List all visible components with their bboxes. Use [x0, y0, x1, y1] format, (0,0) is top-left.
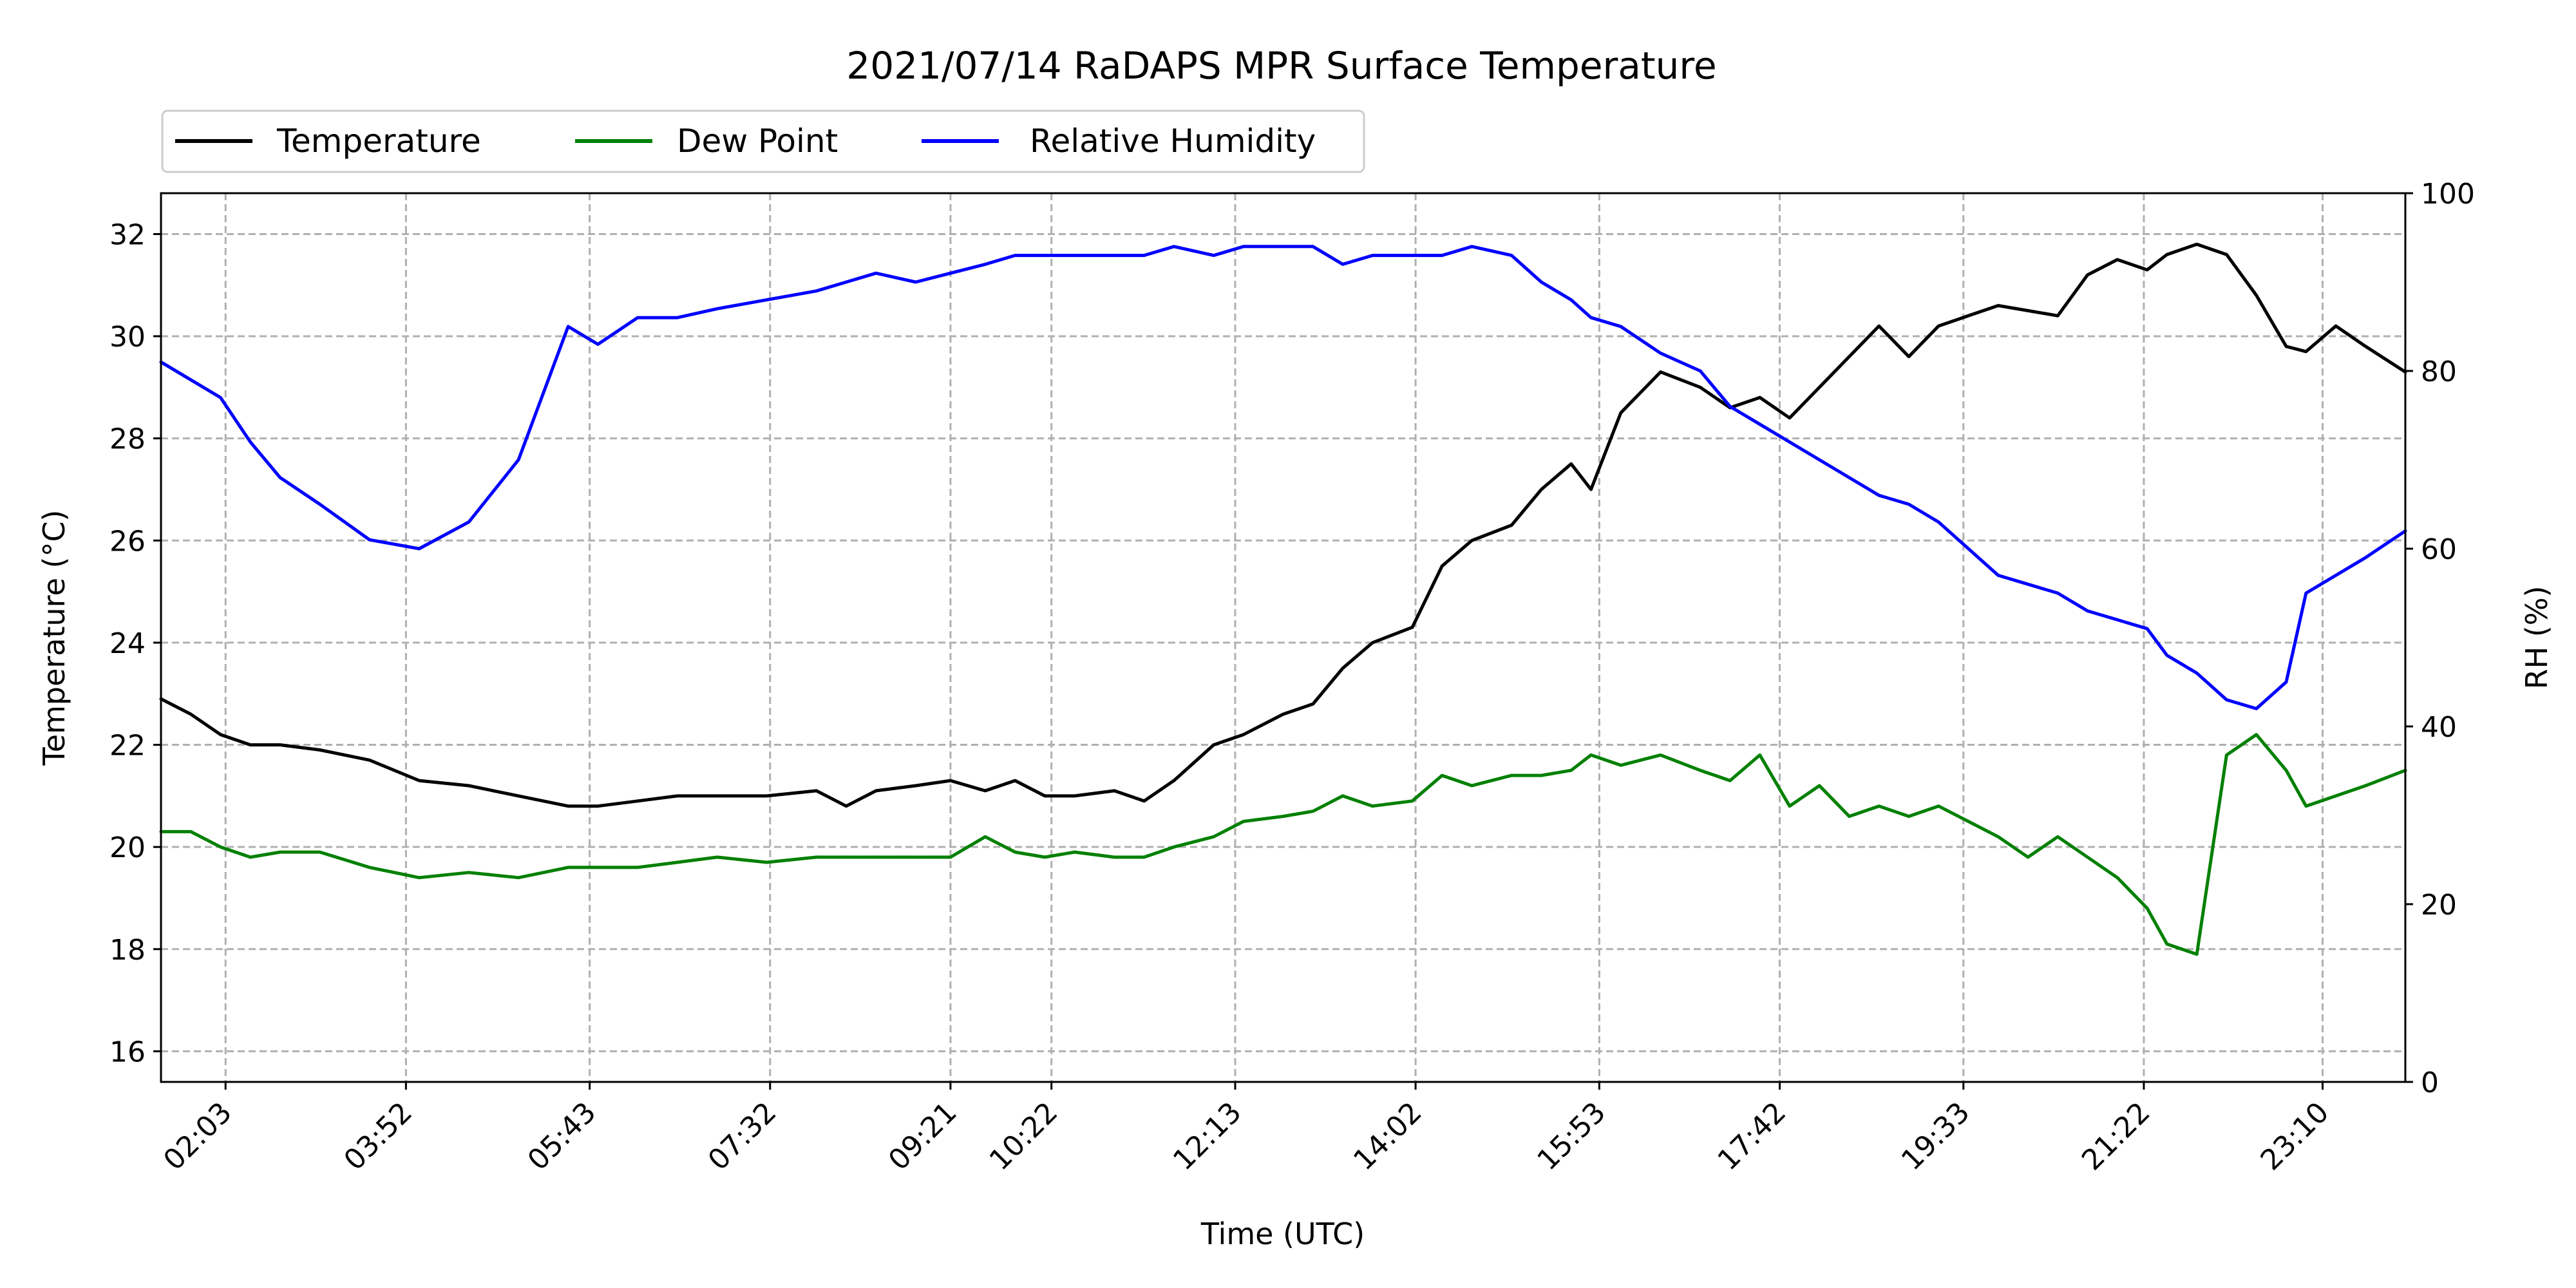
plot-frame — [160, 192, 2407, 1083]
series-layer — [159, 242, 2407, 956]
y-left-tick-label-30: 30 — [109, 321, 146, 354]
y-right-tick-label-80: 80 — [2421, 355, 2457, 388]
y-right-tick-label-0: 0 — [2421, 1066, 2439, 1099]
legend-label-dew-point: Dew Point — [677, 122, 838, 160]
y-left-tick-label-16: 16 — [109, 1036, 146, 1068]
legend: Temperature Dew Point Relative Humidity — [161, 109, 1365, 173]
y-right-tick-label-100: 100 — [2421, 178, 2475, 211]
y-left-tick-label-20: 20 — [109, 831, 146, 864]
y-axis-right-title: RH (%) — [2519, 586, 2554, 690]
y-axis-left: 16 18 20 22 24 26 28 30 32 — [109, 218, 161, 1068]
chart-title: 2021/07/14 RaDAPS MPR Surface Temperatur… — [846, 44, 1716, 88]
legend-box — [161, 109, 1365, 173]
legend-label-temperature: Temperature — [276, 122, 481, 160]
grid-layer — [161, 193, 2405, 1082]
series-line-dew-point — [159, 733, 2407, 956]
y-axis-left-title: Temperature (°C) — [37, 509, 71, 766]
legend-label-relative-humidity: Relative Humidity — [1030, 122, 1316, 160]
y-left-tick-label-18: 18 — [109, 934, 146, 967]
y-left-tick-label-32: 32 — [109, 218, 146, 251]
y-right-tick-label-20: 20 — [2421, 889, 2457, 922]
series-line-relative-humidity — [159, 245, 2407, 710]
y-right-tick-label-40: 40 — [2421, 711, 2457, 744]
y-right-tick-label-60: 60 — [2421, 533, 2457, 566]
x-axis-title: Time (UTC) — [1200, 1217, 1365, 1251]
y-left-tick-label-24: 24 — [109, 627, 146, 660]
y-left-tick-label-26: 26 — [109, 525, 146, 558]
y-left-tick-label-28: 28 — [109, 423, 146, 456]
y-left-tick-label-22: 22 — [109, 730, 146, 762]
series-line-temperature — [159, 242, 2407, 808]
y-axis-right: 0 20 40 60 80 100 — [2405, 178, 2475, 1099]
